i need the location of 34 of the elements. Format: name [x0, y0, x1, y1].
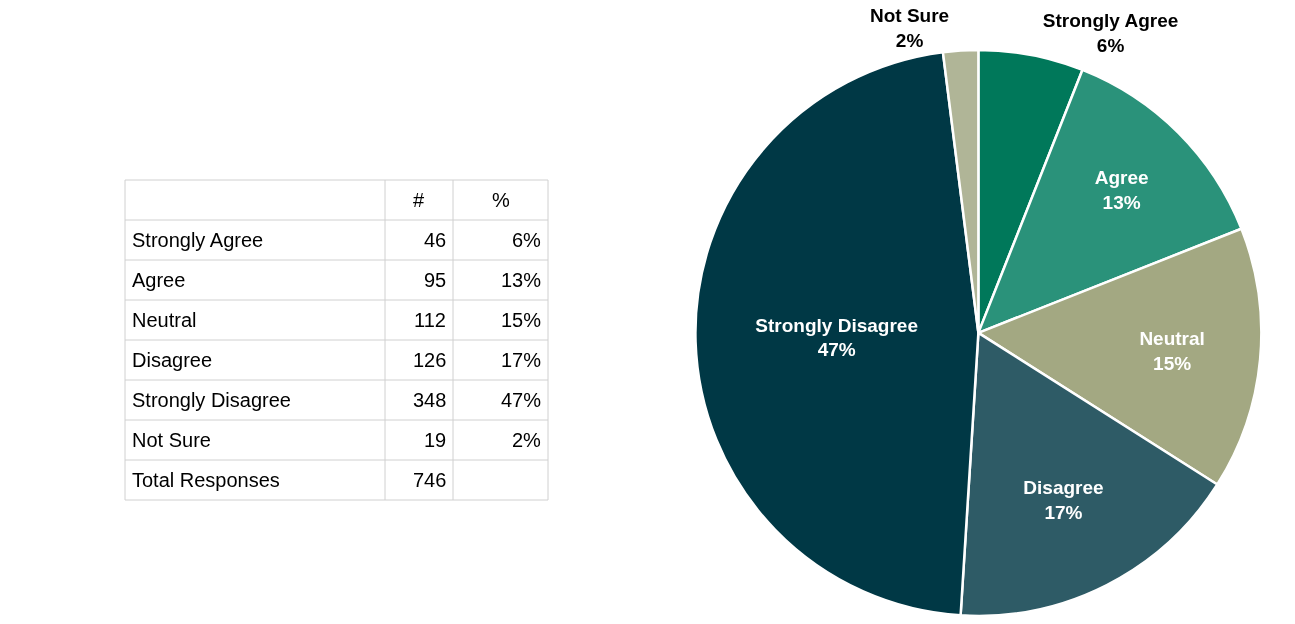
data-label: 2%: [895, 29, 924, 51]
slice-label: Not Sure: [869, 4, 950, 26]
data-label: 15%: [1153, 353, 1192, 375]
text: Total Responses: [132, 469, 280, 491]
text: 46: [424, 229, 447, 251]
text: Strongly Disagree: [132, 389, 291, 411]
text: 746: [413, 469, 447, 491]
text: 15%: [501, 309, 542, 331]
text: Disagree: [132, 349, 213, 371]
slice-label: Agree: [1094, 166, 1149, 188]
slice-label: Disagree: [1023, 477, 1104, 499]
text: 13%: [501, 269, 542, 291]
text: Strongly Agree: [132, 229, 264, 251]
data-label: 17%: [1044, 501, 1083, 523]
text: Agree: [132, 269, 186, 291]
text: 126: [413, 349, 447, 371]
data-label: 6%: [1096, 34, 1125, 56]
text: %: [492, 189, 510, 211]
slice-label: Strongly Disagree: [755, 314, 918, 336]
text: 47%: [501, 389, 542, 411]
text: 17%: [501, 349, 542, 371]
text: Not Sure: [132, 429, 211, 451]
text: #: [413, 189, 425, 211]
text: 19: [424, 429, 447, 451]
data-label: 47%: [817, 339, 856, 361]
slice-label: Neutral: [1139, 328, 1205, 350]
text: 112: [414, 309, 446, 331]
slice-label: Strongly Agree: [1042, 10, 1179, 32]
text: 348: [413, 389, 447, 411]
text: 6%: [512, 229, 542, 251]
text: Neutral: [132, 309, 197, 331]
data-label: 13%: [1102, 191, 1141, 213]
text: 2%: [512, 429, 542, 451]
text: 95: [424, 269, 447, 291]
